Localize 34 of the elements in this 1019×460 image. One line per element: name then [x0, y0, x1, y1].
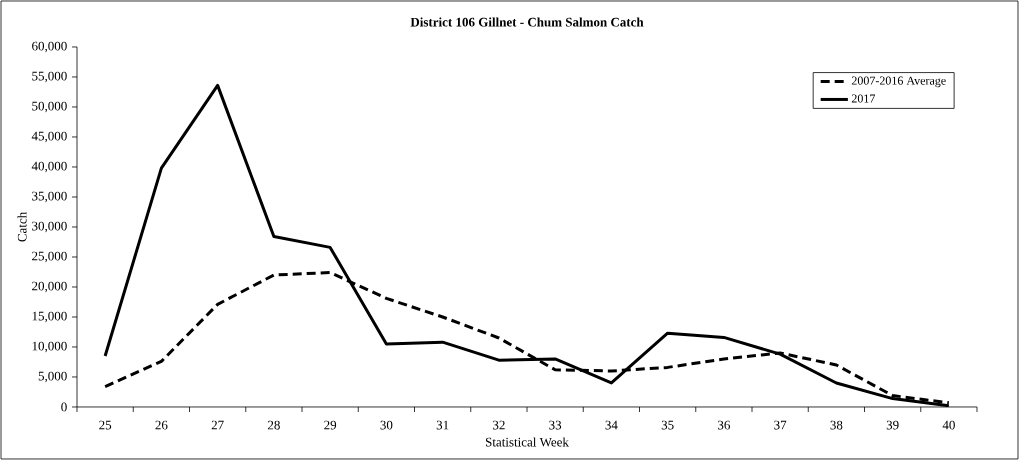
x-tick-label: 34 — [605, 420, 618, 430]
y-tick-label: 30,000 — [32, 221, 67, 233]
y-axis-title: Catch — [17, 211, 27, 242]
x-tick-label: 39 — [886, 420, 899, 430]
y-tick-label: 5,000 — [38, 371, 67, 383]
x-tick-label: 28 — [267, 420, 280, 430]
x-tick-label: 30 — [380, 420, 393, 430]
x-tick-label: 40 — [942, 420, 955, 430]
x-tick-label: 32 — [493, 420, 505, 430]
y-tick-label: 45,000 — [31, 131, 67, 143]
y-tick-label: 40,000 — [31, 161, 67, 173]
legend-label: 2007-2016 Average — [851, 76, 946, 88]
x-tick-label: 38 — [830, 420, 843, 430]
x-tick-label: 33 — [549, 420, 562, 430]
x-tick-label: 29 — [324, 420, 337, 430]
x-tick-label: 37 — [774, 420, 787, 430]
x-tick-label: 25 — [99, 420, 112, 430]
y-tick-label: 55,000 — [32, 71, 67, 83]
x-tick-label: 36 — [718, 420, 730, 430]
legend-label: 2017 — [851, 94, 876, 103]
y-tick-label: 15,000 — [32, 311, 67, 323]
chart-title: District 106 Gillnet - Chum Salmon Catch — [410, 17, 644, 27]
y-tick-label: 0 — [61, 402, 67, 412]
y-tick-label: 10,000 — [32, 341, 67, 353]
x-axis-title: Statistical Week — [485, 437, 569, 447]
x-tick-label: 27 — [211, 420, 224, 430]
y-tick-label: 60,000 — [32, 41, 67, 53]
y-tick-label: 20,000 — [32, 281, 67, 293]
y-tick-label: 25,000 — [32, 251, 67, 263]
x-tick-label: 35 — [661, 420, 674, 430]
x-tick-label: 26 — [155, 420, 168, 430]
y-tick-label: 35,000 — [32, 191, 67, 203]
y-tick-label: 50,000 — [32, 101, 67, 113]
x-tick-label: 31 — [436, 420, 449, 430]
